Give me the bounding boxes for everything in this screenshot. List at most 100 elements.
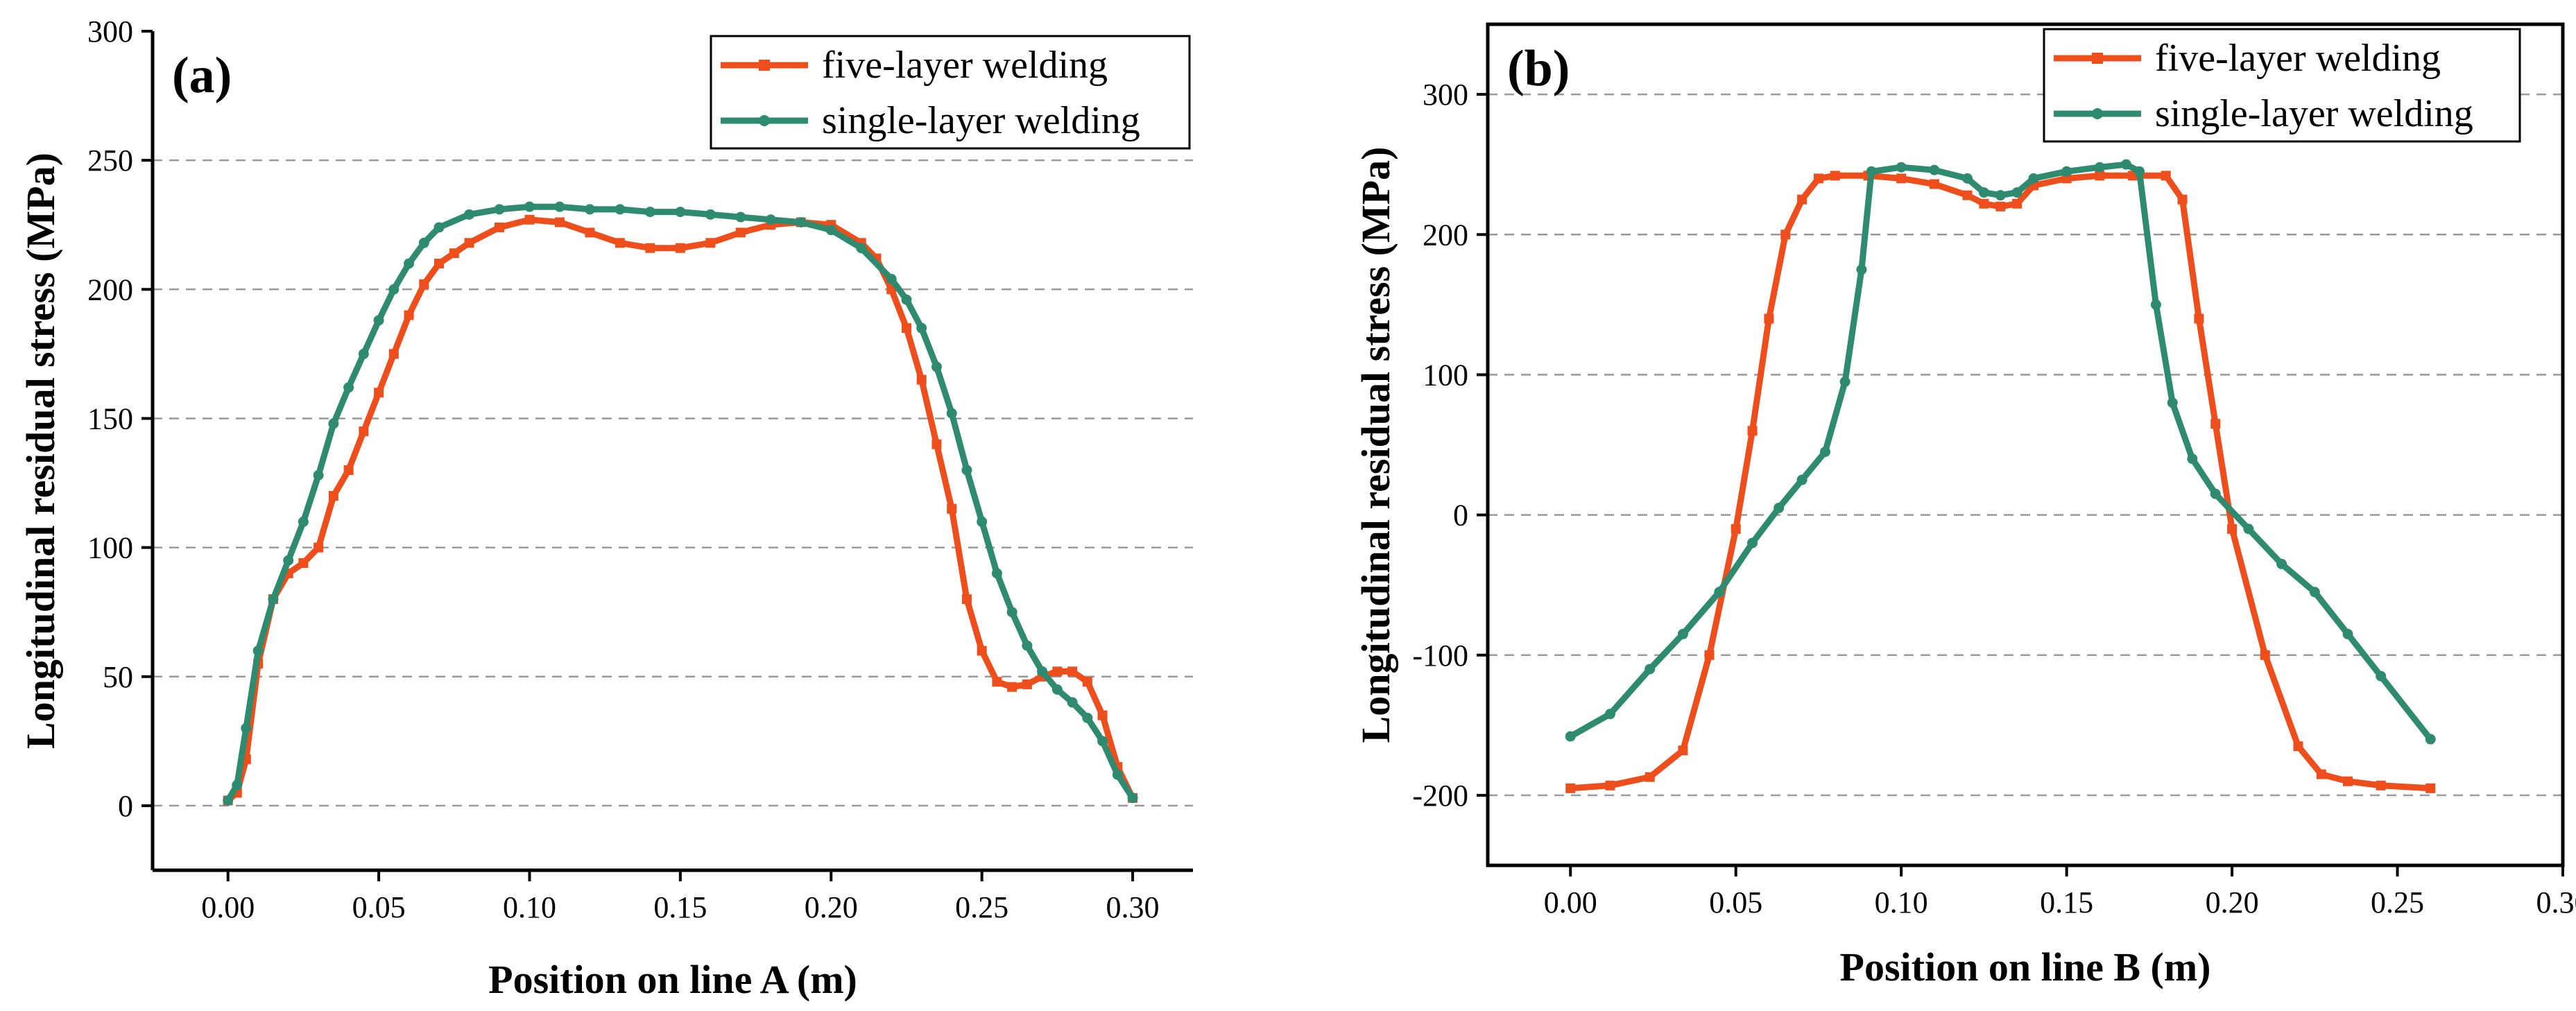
data-point (2167, 397, 2178, 408)
data-point (2376, 671, 2387, 682)
data-point (1067, 697, 1078, 708)
data-point (1813, 173, 1823, 184)
data-point (705, 209, 716, 220)
data-point (232, 779, 243, 790)
data-point (1962, 190, 1973, 200)
data-point (449, 248, 459, 259)
data-point (524, 201, 535, 212)
data-point (359, 426, 369, 437)
y-tick-label: 250 (87, 144, 133, 178)
data-point (2134, 166, 2145, 177)
data-point (765, 214, 776, 225)
data-point (1645, 772, 1655, 782)
data-point (252, 646, 264, 657)
data-point (1097, 710, 1108, 720)
data-point (991, 568, 1002, 579)
data-point (2425, 734, 2436, 745)
data-point (961, 594, 972, 605)
data-point (1082, 677, 1092, 687)
data-point (2376, 780, 2386, 790)
y-tick-label: 150 (87, 401, 133, 435)
data-point (675, 207, 686, 218)
x-tick-label: 0.10 (1875, 885, 1928, 919)
x-tick-label: 0.20 (2206, 885, 2259, 919)
x-tick-label: 0.20 (805, 890, 858, 924)
data-point (433, 222, 445, 233)
data-point (1704, 650, 1715, 660)
data-point (1645, 664, 1656, 675)
data-point (554, 201, 565, 212)
data-point (2187, 453, 2198, 465)
data-point (2260, 650, 2270, 660)
data-point (2210, 488, 2221, 499)
data-point (1714, 587, 1725, 598)
data-point (2161, 171, 2171, 181)
data-point (1006, 607, 1017, 618)
y-tick-label: -200 (1412, 779, 1468, 813)
data-point (901, 294, 912, 305)
series-line (225, 216, 1136, 804)
data-point (931, 361, 942, 372)
data-point (705, 238, 716, 248)
data-point (554, 217, 565, 227)
panel-label: (a) (172, 47, 232, 104)
data-point (796, 217, 807, 228)
data-point (1780, 230, 1791, 240)
data-point (343, 465, 354, 475)
data-point (1565, 783, 1576, 793)
data-point (223, 795, 234, 806)
data-point (404, 310, 414, 320)
data-point (1856, 264, 1867, 275)
data-point (268, 594, 279, 605)
data-point (464, 209, 475, 220)
data-point (584, 204, 595, 215)
data-point (1052, 666, 1063, 677)
x-tick-label: 0.15 (653, 890, 707, 924)
y-tick-label: 200 (87, 273, 133, 306)
series-five-layer (1565, 171, 2436, 793)
data-point (856, 243, 867, 254)
y-axis-title: Longitudinal residual stress (MPa) (18, 153, 63, 749)
x-tick-label: 0.25 (2371, 885, 2424, 919)
data-point (524, 214, 535, 225)
data-point (916, 322, 927, 334)
data-point (373, 315, 384, 326)
data-point (1896, 173, 1907, 184)
data-point (977, 516, 988, 527)
chart-panel-b: -200 -100 0 100 200 300 0.00 0.05 0.10 0.15 0.20 0.… (1353, 22, 2576, 990)
data-point (1747, 537, 1758, 548)
data-point (1774, 502, 1785, 513)
data-point (464, 238, 474, 248)
data-point (992, 677, 1002, 687)
data-point (735, 227, 746, 238)
data-point (374, 388, 384, 398)
data-point (615, 238, 625, 248)
data-point (1731, 524, 1741, 534)
y-tick-label: 100 (1423, 358, 1468, 392)
plot-frame (1486, 22, 2565, 867)
data-point (585, 227, 595, 238)
data-point (1127, 793, 1138, 804)
series-line (1567, 161, 2434, 743)
data-point (495, 222, 504, 232)
data-point (735, 211, 746, 223)
data-point (1604, 709, 1615, 720)
legend-label: five-layer welding (2155, 37, 2441, 80)
data-point (1764, 313, 1774, 324)
chart-panel-a: 0 50 100 150 200 250 300 0.00 0.05 0.10 0.15 0.20 0.… (18, 15, 1193, 1002)
legend: five-layer welding single-layer welding (2043, 28, 2521, 143)
data-point (1051, 684, 1063, 695)
data-point (645, 243, 655, 253)
data-point (494, 204, 505, 215)
data-point (1022, 679, 1032, 689)
data-point (434, 259, 445, 269)
series-single-layer (223, 201, 1138, 806)
data-point (2343, 776, 2353, 786)
data-point (404, 258, 415, 269)
y-tick-label: 50 (103, 660, 133, 694)
data-point (1978, 187, 1989, 198)
data-point (615, 204, 626, 215)
data-point (2342, 628, 2353, 639)
data-point (1896, 162, 1907, 173)
